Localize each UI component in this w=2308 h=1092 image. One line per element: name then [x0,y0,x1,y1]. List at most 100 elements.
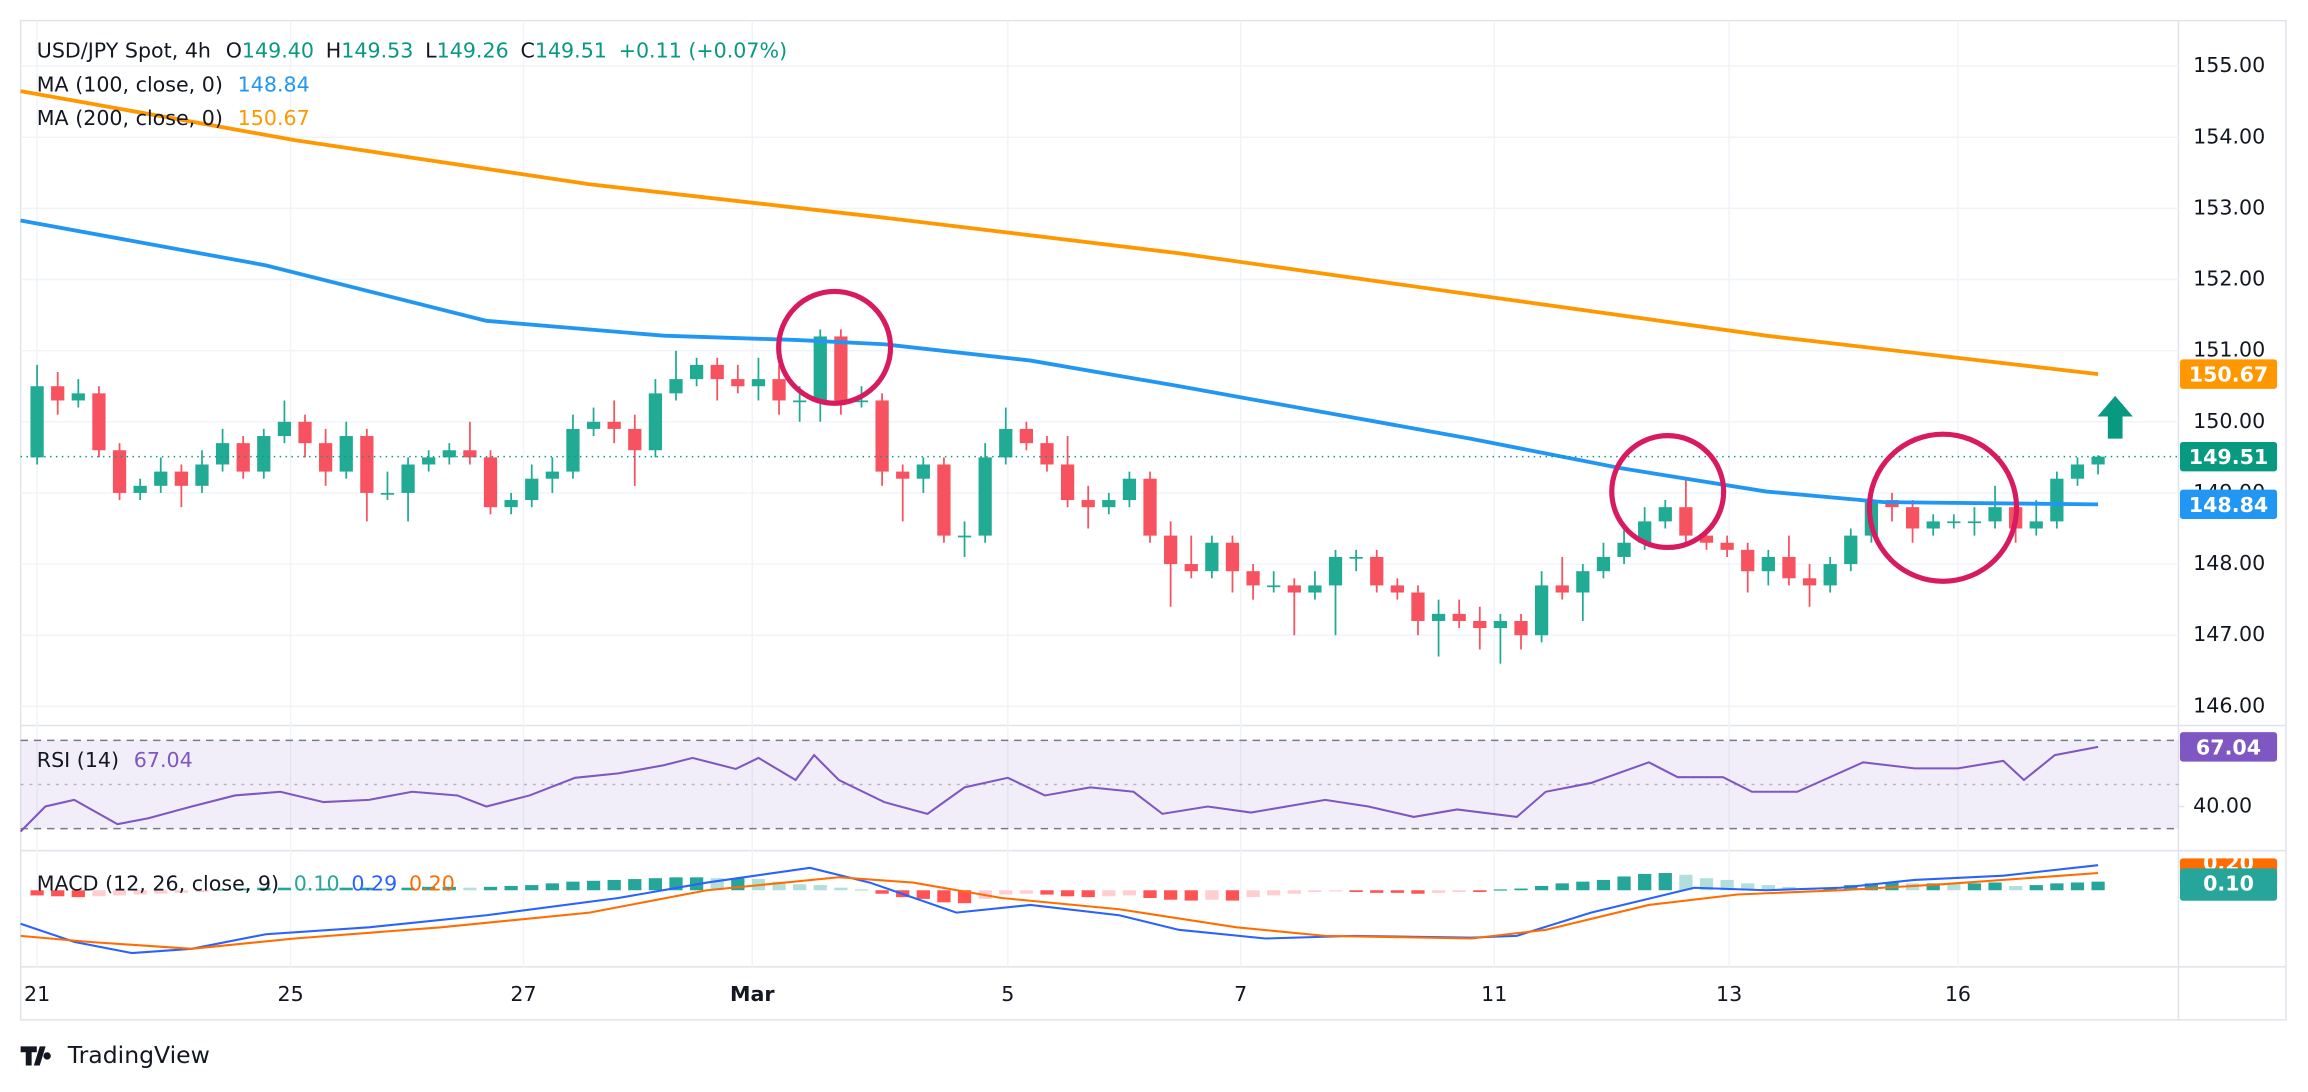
macd-histogram-bar [1988,882,2002,891]
macd-histogram-bar [1493,889,1508,891]
macd-histogram-bar [504,885,518,891]
plot-layer: 212527Mar57111316146.00147.00148.00149.0… [19,20,2278,1006]
candle-body [1411,592,1425,621]
macd-histogram-bar [607,879,621,891]
candle-body [1576,571,1590,593]
x-tick-label: Mar [730,982,775,1006]
candle-body [607,421,621,429]
change: +0.11 (+0.07%) [619,39,787,63]
candle-body [1452,613,1466,621]
candle-body [277,421,292,437]
candle-body [1184,564,1198,572]
candle-body [133,485,147,493]
macd-histogram-bar [380,888,395,891]
candle-body [813,336,827,401]
ma-legend: MA (100, close, 0) 148.84 [37,72,310,96]
macd-histogram-bar [1720,879,1734,891]
macd-histogram-bar [319,888,333,891]
macd-histogram-bar [525,885,539,891]
macd-histogram-bar [1205,890,1219,900]
macd-histogram-bar [813,885,827,891]
macd-legend: MACD (12, 26, close, 9) 0.10 0.29 0.20 [37,871,455,895]
macd-histogram-bar [1060,890,1075,897]
macd-histogram-bar [195,890,209,892]
candle-body [422,457,436,465]
price-label-box [2179,359,2278,389]
chart-frame [19,19,2287,1021]
macd-histogram-bar [1370,890,1384,893]
candle-body [1287,585,1301,593]
macd-hist-value: 0.10 [294,871,340,895]
candle-body [257,436,271,472]
macd-histogram-bar [112,890,127,896]
candle-body [710,364,724,380]
candle-body [1844,535,1858,565]
candle-body [1473,620,1487,629]
candle-body [195,464,209,486]
x-tick-label: 27 [510,982,536,1006]
macd-histogram-bar [236,888,250,891]
candle-body [2070,464,2085,479]
y-tick-label: 153.00 [2193,195,2265,219]
candle-body [215,443,230,465]
macd-histogram-bar [1287,890,1301,894]
candle-body [937,464,951,536]
macd-histogram-bar [257,887,271,891]
candle-body [1823,564,1837,586]
candle-body [1164,535,1178,565]
candle-body [1081,500,1095,508]
indicator-label: 0.10 [2203,872,2254,896]
candle-body [1431,613,1446,621]
macd-histogram-bar [422,886,436,891]
macd-histogram-bar [937,890,951,903]
ohlc-key: C [520,39,534,63]
macd-histogram-bar [1102,890,1116,897]
price-label-box [2179,489,2278,520]
candle-body [1638,521,1652,543]
candle-body [1143,478,1157,536]
x-tick-label: 21 [24,982,50,1006]
macd-line [20,864,2099,955]
macd-histogram-bar [834,887,848,891]
macd-histogram-bar [1143,890,1157,899]
macd-histogram-bar [360,887,374,891]
branding: TradingView [20,1041,210,1069]
macd-histogram-bar [1225,890,1240,901]
macd-histogram-bar [1534,885,1549,891]
symbol: USD/JPY Spot, 4h [37,39,211,63]
price-label: 150.67 [2189,363,2268,387]
candle-body [92,393,106,451]
signal-value: 0.20 [409,871,455,895]
candle-body [1658,507,1672,522]
candle-body [689,364,704,380]
macd-histogram-bar [1926,883,1940,891]
candle-body [545,471,559,479]
candle-body [1926,521,1940,529]
macd-histogram-bar [772,881,786,891]
candle-body [2050,478,2064,522]
rsi-name: RSI (14) [37,748,119,772]
candle-body [71,393,85,401]
candle-body [669,379,683,394]
y-tick-label: 152.00 [2193,267,2265,291]
candle-body [1390,585,1404,593]
y-tick-label: 148.00 [2193,551,2265,575]
x-tick-label: 5 [1001,982,1014,1006]
candle-body [463,450,477,458]
candle-body [854,400,869,403]
candle-body [1102,500,1116,508]
macd-histogram-bar [2009,885,2023,891]
candle-body [999,428,1013,458]
macd-histogram-bar [442,886,456,891]
macd-histogram-bar [1638,873,1652,891]
highlight-circle [1866,431,2020,584]
macd-histogram-bar [339,887,353,891]
candle-body [112,450,127,493]
candle-body [380,492,395,495]
candle-body [1617,542,1631,557]
ohlc-value: 149.40 [242,39,314,63]
candle-body [916,464,930,479]
candle-body [401,464,415,493]
